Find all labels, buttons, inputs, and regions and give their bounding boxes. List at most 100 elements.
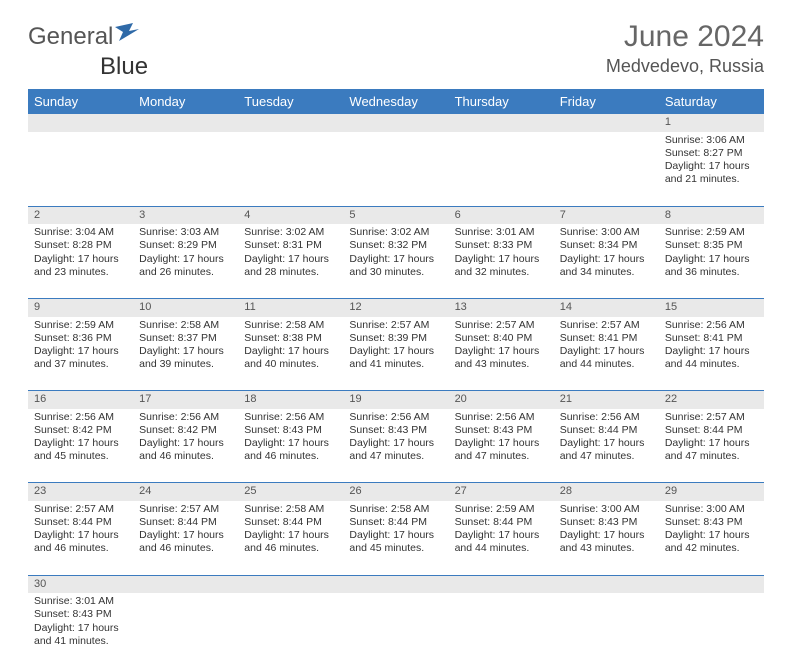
day-cell: Sunrise: 3:01 AMSunset: 8:33 PMDaylight:… — [449, 224, 554, 298]
day-number: 16 — [28, 391, 133, 409]
day-cell: Sunrise: 2:56 AMSunset: 8:43 PMDaylight:… — [238, 409, 343, 483]
week-row: Sunrise: 3:01 AMSunset: 8:43 PMDaylight:… — [28, 593, 764, 667]
day-cell: Sunrise: 2:57 AMSunset: 8:40 PMDaylight:… — [449, 317, 554, 391]
day-number — [28, 114, 133, 132]
day-header: Monday — [133, 89, 238, 114]
day-cell: Sunrise: 2:56 AMSunset: 8:43 PMDaylight:… — [449, 409, 554, 483]
day-number-row: 9101112131415 — [28, 298, 764, 316]
day-number — [449, 114, 554, 132]
day-number-row: 30 — [28, 575, 764, 593]
day-number — [554, 575, 659, 593]
week-row: Sunrise: 2:56 AMSunset: 8:42 PMDaylight:… — [28, 409, 764, 483]
day-cell: Sunrise: 2:57 AMSunset: 8:44 PMDaylight:… — [133, 501, 238, 575]
day-cell: Sunrise: 3:00 AMSunset: 8:34 PMDaylight:… — [554, 224, 659, 298]
day-number: 12 — [343, 298, 448, 316]
day-cell: Sunrise: 3:00 AMSunset: 8:43 PMDaylight:… — [659, 501, 764, 575]
calendar-table: SundayMondayTuesdayWednesdayThursdayFrid… — [28, 89, 764, 667]
day-cell: Sunrise: 2:57 AMSunset: 8:44 PMDaylight:… — [659, 409, 764, 483]
day-number: 24 — [133, 483, 238, 501]
day-number: 6 — [449, 206, 554, 224]
day-cell — [238, 593, 343, 667]
day-number — [659, 575, 764, 593]
day-cell — [554, 593, 659, 667]
day-number: 14 — [554, 298, 659, 316]
day-number: 18 — [238, 391, 343, 409]
day-number: 17 — [133, 391, 238, 409]
day-number: 13 — [449, 298, 554, 316]
day-cell: Sunrise: 2:56 AMSunset: 8:44 PMDaylight:… — [554, 409, 659, 483]
day-number: 4 — [238, 206, 343, 224]
logo: General — [28, 20, 141, 54]
week-row: Sunrise: 2:57 AMSunset: 8:44 PMDaylight:… — [28, 501, 764, 575]
day-number: 28 — [554, 483, 659, 501]
day-cell: Sunrise: 2:56 AMSunset: 8:43 PMDaylight:… — [343, 409, 448, 483]
logo-text-blue: Blue — [100, 53, 148, 80]
day-header: Tuesday — [238, 89, 343, 114]
day-cell: Sunrise: 3:03 AMSunset: 8:29 PMDaylight:… — [133, 224, 238, 298]
day-cell — [133, 132, 238, 206]
day-number — [449, 575, 554, 593]
day-cell: Sunrise: 2:57 AMSunset: 8:39 PMDaylight:… — [343, 317, 448, 391]
day-cell: Sunrise: 2:56 AMSunset: 8:42 PMDaylight:… — [133, 409, 238, 483]
day-header: Wednesday — [343, 89, 448, 114]
day-number: 19 — [343, 391, 448, 409]
day-cell — [449, 593, 554, 667]
day-number: 9 — [28, 298, 133, 316]
day-number — [238, 575, 343, 593]
day-cell: Sunrise: 3:02 AMSunset: 8:32 PMDaylight:… — [343, 224, 448, 298]
day-cell: Sunrise: 2:59 AMSunset: 8:36 PMDaylight:… — [28, 317, 133, 391]
day-number — [554, 114, 659, 132]
day-cell — [343, 132, 448, 206]
day-number: 20 — [449, 391, 554, 409]
day-cell: Sunrise: 2:56 AMSunset: 8:42 PMDaylight:… — [28, 409, 133, 483]
day-cell — [449, 132, 554, 206]
day-cell — [133, 593, 238, 667]
day-number: 1 — [659, 114, 764, 132]
day-number — [343, 114, 448, 132]
week-row: Sunrise: 2:59 AMSunset: 8:36 PMDaylight:… — [28, 317, 764, 391]
day-number: 22 — [659, 391, 764, 409]
day-cell: Sunrise: 3:06 AMSunset: 8:27 PMDaylight:… — [659, 132, 764, 206]
day-cell: Sunrise: 2:59 AMSunset: 8:44 PMDaylight:… — [449, 501, 554, 575]
day-header: Friday — [554, 89, 659, 114]
day-cell — [28, 132, 133, 206]
logo-text-general: General — [28, 23, 113, 51]
day-number — [343, 575, 448, 593]
day-number: 7 — [554, 206, 659, 224]
day-header: Saturday — [659, 89, 764, 114]
day-cell: Sunrise: 2:57 AMSunset: 8:41 PMDaylight:… — [554, 317, 659, 391]
day-number — [133, 575, 238, 593]
day-number-row: 23242526272829 — [28, 483, 764, 501]
day-number: 27 — [449, 483, 554, 501]
day-cell — [659, 593, 764, 667]
day-number: 3 — [133, 206, 238, 224]
day-cell: Sunrise: 2:58 AMSunset: 8:44 PMDaylight:… — [343, 501, 448, 575]
day-number: 26 — [343, 483, 448, 501]
day-cell: Sunrise: 2:57 AMSunset: 8:44 PMDaylight:… — [28, 501, 133, 575]
day-number: 8 — [659, 206, 764, 224]
month-title: June 2024 — [606, 20, 764, 54]
location: Medvedevo, Russia — [606, 56, 764, 77]
day-cell: Sunrise: 3:00 AMSunset: 8:43 PMDaylight:… — [554, 501, 659, 575]
day-cell: Sunrise: 2:58 AMSunset: 8:38 PMDaylight:… — [238, 317, 343, 391]
day-number: 29 — [659, 483, 764, 501]
day-header-row: SundayMondayTuesdayWednesdayThursdayFrid… — [28, 89, 764, 114]
day-cell — [238, 132, 343, 206]
day-number: 10 — [133, 298, 238, 316]
day-cell: Sunrise: 3:02 AMSunset: 8:31 PMDaylight:… — [238, 224, 343, 298]
day-cell: Sunrise: 3:01 AMSunset: 8:43 PMDaylight:… — [28, 593, 133, 667]
day-cell: Sunrise: 3:04 AMSunset: 8:28 PMDaylight:… — [28, 224, 133, 298]
day-cell: Sunrise: 2:58 AMSunset: 8:37 PMDaylight:… — [133, 317, 238, 391]
day-number — [133, 114, 238, 132]
day-header: Thursday — [449, 89, 554, 114]
day-number: 25 — [238, 483, 343, 501]
day-number-row: 2345678 — [28, 206, 764, 224]
day-header: Sunday — [28, 89, 133, 114]
day-number-row: 16171819202122 — [28, 391, 764, 409]
day-cell — [343, 593, 448, 667]
day-number-row: 1 — [28, 114, 764, 132]
week-row: Sunrise: 3:06 AMSunset: 8:27 PMDaylight:… — [28, 132, 764, 206]
day-number: 30 — [28, 575, 133, 593]
day-number — [238, 114, 343, 132]
day-number: 11 — [238, 298, 343, 316]
